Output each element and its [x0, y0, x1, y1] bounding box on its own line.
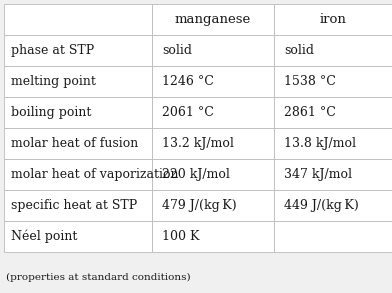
- Bar: [152, 128, 274, 159]
- Bar: [4, 190, 152, 221]
- Bar: [274, 221, 392, 252]
- Bar: [4, 159, 152, 190]
- Text: boiling point: boiling point: [11, 106, 91, 119]
- Bar: [274, 190, 392, 221]
- Bar: [4, 128, 152, 159]
- Text: (properties at standard conditions): (properties at standard conditions): [6, 273, 191, 282]
- Bar: [152, 221, 274, 252]
- Bar: [152, 190, 274, 221]
- Text: 2061 °C: 2061 °C: [162, 106, 214, 119]
- Text: manganese: manganese: [175, 13, 251, 26]
- Text: molar heat of vaporization: molar heat of vaporization: [11, 168, 178, 181]
- Bar: [4, 221, 152, 252]
- Text: 449 J/(kg K): 449 J/(kg K): [284, 199, 359, 212]
- Text: melting point: melting point: [11, 75, 96, 88]
- Text: solid: solid: [162, 44, 192, 57]
- Text: phase at STP: phase at STP: [11, 44, 94, 57]
- Bar: [4, 4, 152, 35]
- Bar: [4, 97, 152, 128]
- Bar: [274, 159, 392, 190]
- Bar: [4, 35, 152, 66]
- Text: solid: solid: [284, 44, 314, 57]
- Text: iron: iron: [319, 13, 347, 26]
- Bar: [4, 66, 152, 97]
- Bar: [274, 97, 392, 128]
- Bar: [152, 97, 274, 128]
- Text: 479 J/(kg K): 479 J/(kg K): [162, 199, 237, 212]
- Bar: [274, 128, 392, 159]
- Bar: [274, 66, 392, 97]
- Bar: [152, 159, 274, 190]
- Text: 13.8 kJ/mol: 13.8 kJ/mol: [284, 137, 356, 150]
- Text: Néel point: Néel point: [11, 230, 77, 243]
- Text: 2861 °C: 2861 °C: [284, 106, 336, 119]
- Text: specific heat at STP: specific heat at STP: [11, 199, 137, 212]
- Text: 1538 °C: 1538 °C: [284, 75, 336, 88]
- Text: 1246 °C: 1246 °C: [162, 75, 214, 88]
- Bar: [152, 35, 274, 66]
- Text: 100 K: 100 K: [162, 230, 200, 243]
- Text: 220 kJ/mol: 220 kJ/mol: [162, 168, 230, 181]
- Text: 13.2 kJ/mol: 13.2 kJ/mol: [162, 137, 234, 150]
- Bar: [274, 4, 392, 35]
- Bar: [152, 4, 274, 35]
- Text: molar heat of fusion: molar heat of fusion: [11, 137, 138, 150]
- Bar: [152, 66, 274, 97]
- Text: 347 kJ/mol: 347 kJ/mol: [284, 168, 352, 181]
- Bar: [274, 35, 392, 66]
